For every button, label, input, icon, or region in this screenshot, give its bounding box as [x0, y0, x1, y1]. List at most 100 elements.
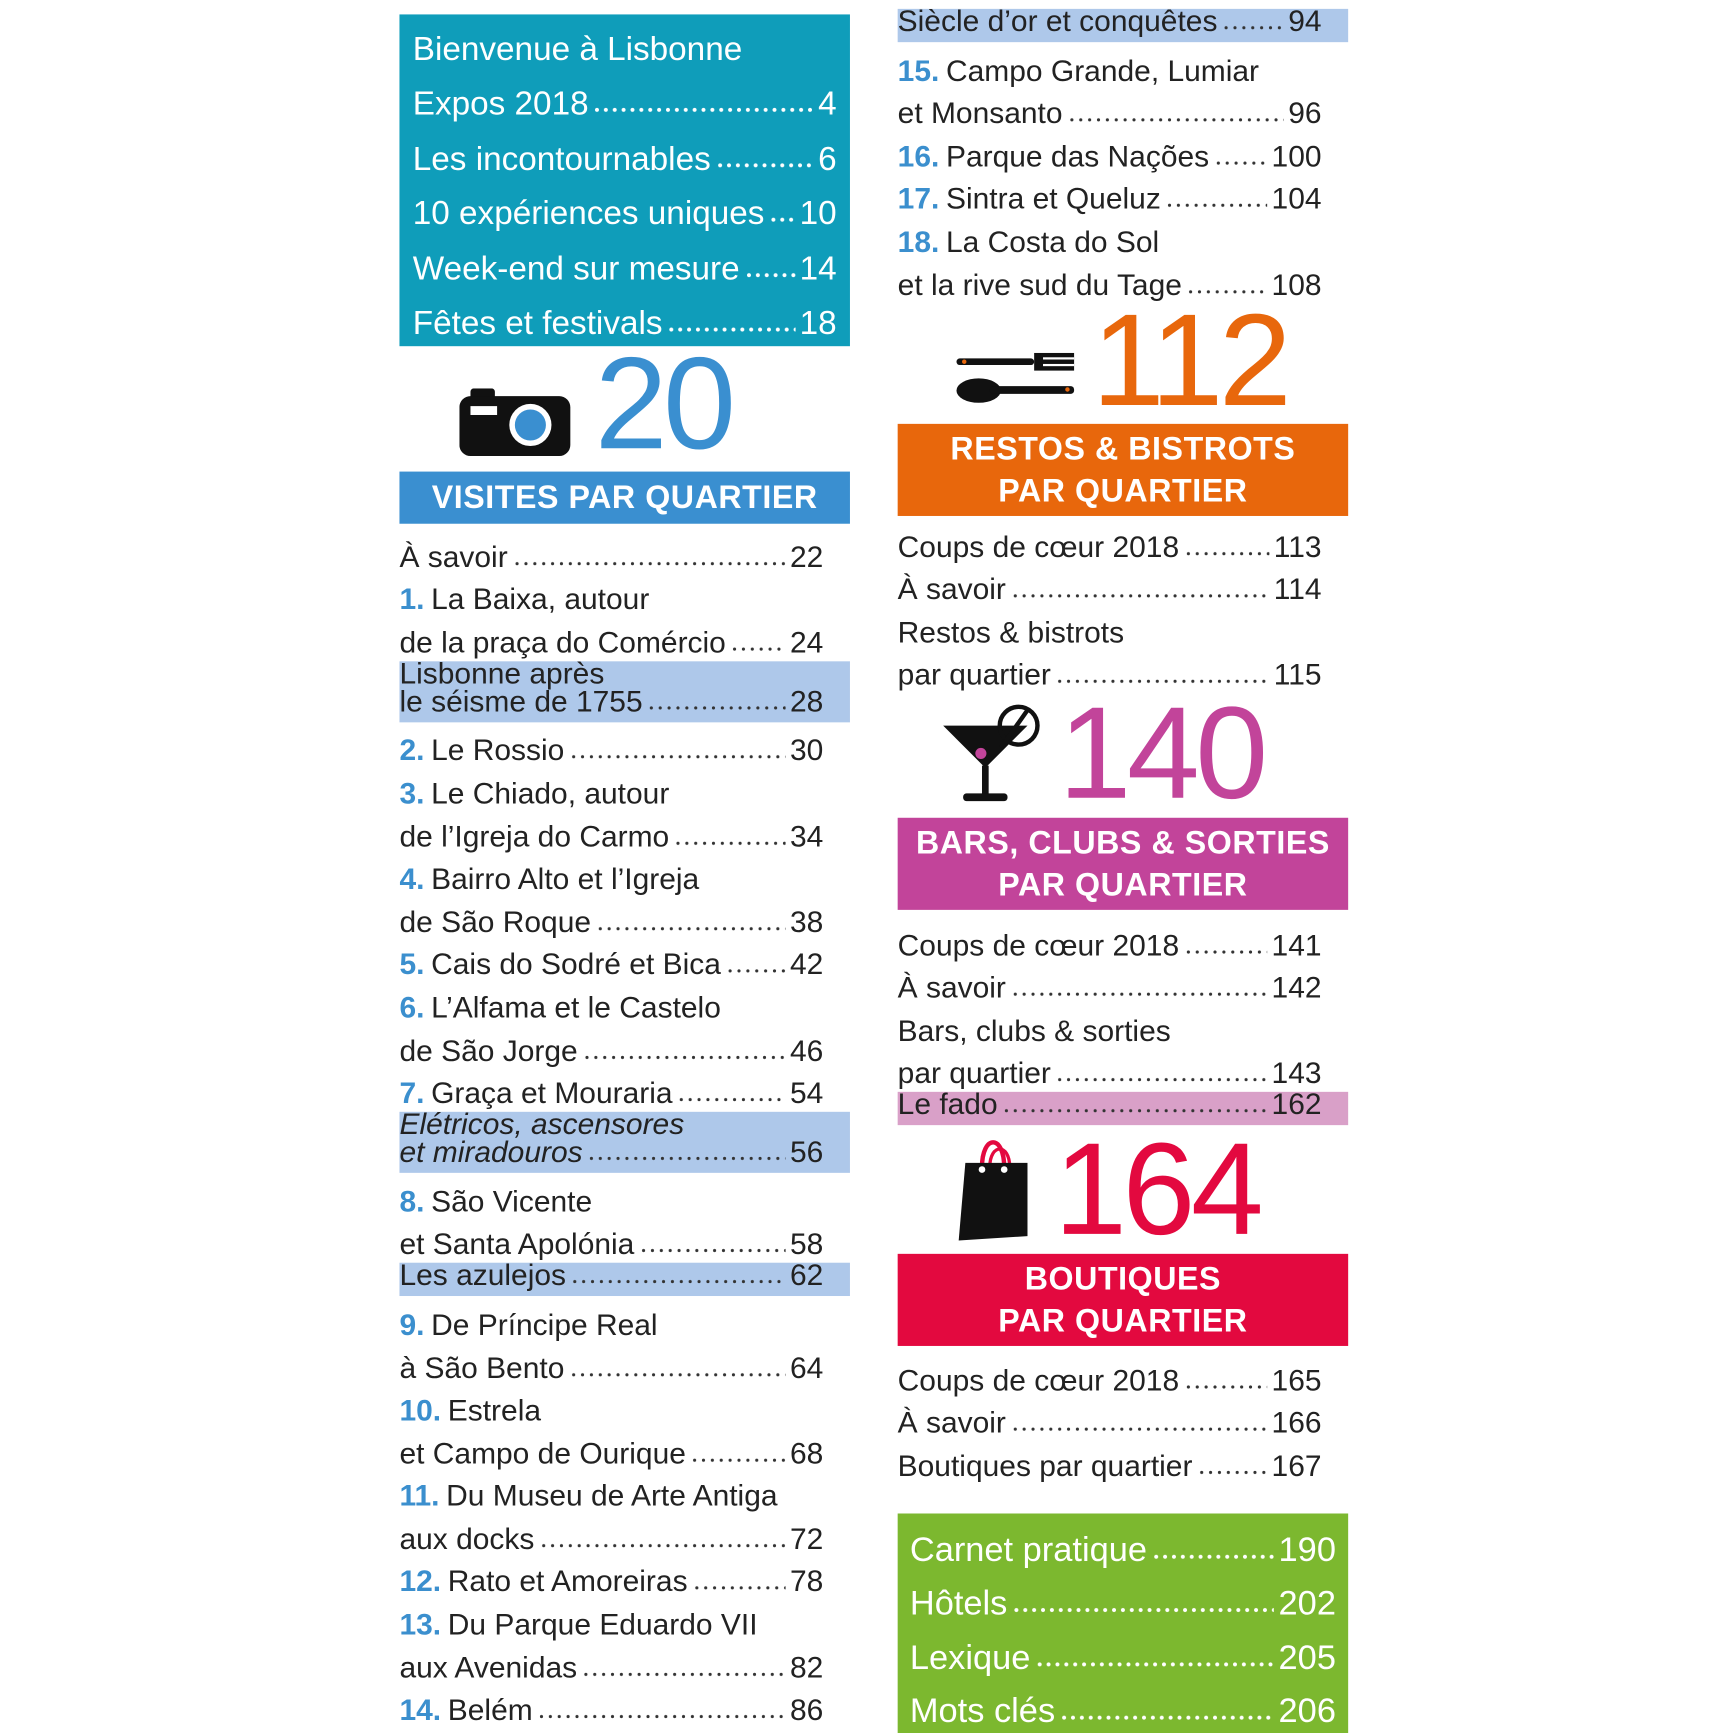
toc-row: Expos 2018 4: [399, 69, 849, 124]
dot-leader: [1221, 24, 1284, 32]
entry-line: 14. Belém 86: [399, 1685, 849, 1728]
page-number: 22: [789, 539, 824, 574]
entry: Coups de cœur 2018 113: [898, 522, 1348, 565]
entry-number: 11.: [399, 1479, 440, 1513]
entry-number: 10.: [399, 1393, 442, 1428]
heading-line: RESTOS & BISTROTS: [950, 431, 1296, 467]
dot-leader: [1055, 1076, 1268, 1084]
page-number: 82: [789, 1650, 824, 1684]
entry: 1. La Baixa, autour de la praça do Comérci…: [399, 574, 849, 660]
entry-number: 3.: [399, 776, 425, 810]
entry-text: de São Jorge: [399, 1033, 578, 1067]
entry-text: La Baixa, autour: [431, 582, 650, 617]
page-number: 58: [789, 1227, 824, 1261]
entry-text: Du Museu de Arte Antiga: [446, 1479, 778, 1513]
page-number: 30: [789, 733, 824, 768]
camera-icon: [459, 388, 571, 457]
section-heading: BOUTIQUES PAR QUARTIER: [897, 1253, 1349, 1346]
toc-row: Les incontournables 6: [399, 124, 849, 179]
entry-text: Siècle d’or et conquêtes: [897, 4, 1218, 38]
dot-leader: [1010, 592, 1270, 600]
dot-leader: [1151, 1552, 1275, 1560]
entry: 12. Rato et Amoreiras 78: [399, 1557, 849, 1600]
entry-text: Belém: [447, 1693, 533, 1727]
entry-line: À savoir 22: [399, 531, 849, 574]
entry-line: 4. Bairro Alto et l’Igreja: [399, 854, 849, 897]
entry: 2. Le Rossio 30: [399, 725, 849, 768]
entry-line: 11. Du Museu de Arte Antiga: [399, 1471, 849, 1514]
entry: 9. De Príncipe Real à São Bento 64: [399, 1300, 849, 1386]
page-number: 28: [789, 684, 824, 718]
heading-line: PAR QUARTIER: [998, 473, 1248, 509]
entry-line: 5. Cais do Sodré et Bica 42: [399, 940, 849, 983]
page-number: 143: [1271, 1056, 1322, 1091]
entry-number: 8.: [399, 1184, 425, 1219]
toc-row: Lexique 205: [898, 1623, 1348, 1677]
entry: À savoir 114: [898, 564, 1348, 607]
entry: 18. La Costa do Sol et la rive sud du Tage…: [898, 217, 1348, 303]
dot-leader: [593, 106, 814, 114]
dot-leader: [1066, 116, 1284, 124]
page-number: 96: [1288, 96, 1322, 131]
entry-number: 4.: [399, 862, 425, 896]
dot-leader: [768, 216, 796, 224]
entry-text: Le Rossio: [431, 733, 565, 768]
entry: Les azulejos 62: [399, 1259, 850, 1297]
entry-line: de l’Igreja do Carmo 34: [399, 811, 849, 854]
page-number: 24: [789, 625, 824, 659]
entry-line: 12. Rato et Amoreiras 78: [399, 1557, 849, 1600]
dot-leader: [570, 1278, 786, 1286]
entry-line: Les azulejos 62: [399, 1259, 849, 1293]
cocktail-icon: [943, 704, 1040, 802]
dot-leader: [730, 645, 786, 653]
entry-line: de São Jorge 46: [399, 1025, 849, 1068]
section-heading: BARS, CLUBS & SORTIES PAR QUARTIER: [897, 817, 1349, 910]
page-number: 166: [1271, 1406, 1322, 1440]
entry-number: 9.: [399, 1308, 425, 1342]
heading-line: VISITES PAR QUARTIER: [431, 479, 818, 516]
entry-text: par quartier: [897, 658, 1051, 692]
page-number: 141: [1271, 928, 1322, 962]
page-number: 46: [789, 1033, 824, 1067]
dot-leader: [1183, 948, 1268, 955]
entry-list: Coups de cœur 2018 113 À savoir 114 Restos &…: [898, 522, 1348, 693]
entry-line: de São Roque 38: [399, 897, 849, 940]
entry-text: Les azulejos: [399, 1258, 567, 1292]
entry-text: À savoir: [897, 572, 1006, 607]
entry-text: Du Parque Eduardo VII: [447, 1607, 758, 1642]
entry-line: Le fado 162: [898, 1088, 1348, 1122]
label: Les incontournables: [412, 140, 711, 178]
page-number: 100: [1271, 139, 1322, 173]
entry-line: 8. São Vicente: [399, 1176, 849, 1219]
entry: Elétricos, ascensores et miradouros 56: [399, 1108, 850, 1173]
entry-line: 16. Parque das Nações 100: [898, 131, 1348, 174]
dot-leader: [638, 1247, 786, 1255]
page-number: 78: [789, 1565, 824, 1599]
page-number: 38: [789, 905, 824, 939]
dot-leader: [715, 161, 814, 169]
page-number: 167: [1271, 1448, 1322, 1483]
entry-number: 17.: [897, 182, 940, 216]
entry: Coups de cœur 2018 141: [898, 920, 1348, 963]
entry-text: Le fado: [897, 1087, 998, 1122]
entry: Siècle d’or et conquêtes 94: [897, 4, 1349, 43]
entry: 6. L’Alfama et le Castelo de São Jorge 46: [399, 982, 849, 1068]
entry-line: 1. La Baixa, autour: [399, 574, 849, 617]
dot-leader: [1183, 549, 1270, 557]
page-number: 6: [818, 140, 837, 178]
label: Fêtes et festivals: [412, 305, 663, 342]
entry-text: La Costa do Sol: [945, 225, 1160, 259]
entry-text: à São Bento: [399, 1350, 565, 1385]
label: Week-end sur mesure: [412, 250, 740, 287]
entry-number: 13.: [399, 1607, 442, 1642]
entry-list: Coups de cœur 2018 141 À savoir 142 Bars, cl…: [897, 920, 1349, 1129]
toc-row: Carnet pratique 190: [898, 1516, 1348, 1570]
entry-line: 15. Campo Grande, Lumiar: [898, 45, 1348, 88]
entry-text: le séisme de 1755: [399, 684, 643, 718]
entry-number: 15.: [897, 53, 940, 88]
dot-leader: [1011, 1606, 1275, 1614]
entry-line: Lisbonne après: [399, 657, 849, 691]
entry-number: 16.: [897, 139, 940, 173]
page-number: 10: [799, 195, 837, 233]
